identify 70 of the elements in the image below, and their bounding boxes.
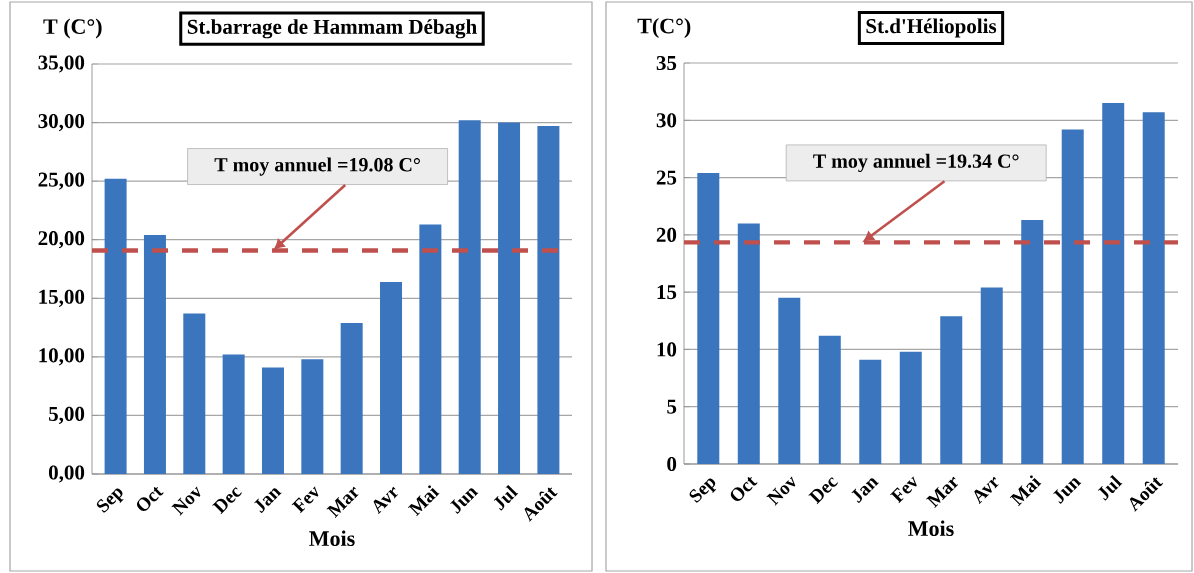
bar <box>778 297 801 464</box>
bar <box>859 359 882 464</box>
bar <box>1142 112 1165 464</box>
x-axis-title: Mois <box>309 530 355 546</box>
bar <box>458 120 481 474</box>
bar <box>537 126 560 474</box>
y-tick-label: 20 <box>656 227 677 242</box>
x-tick-label: Oct <box>730 476 758 501</box>
y-tick-label: 20,00 <box>38 231 85 249</box>
y-tick-label: 35,00 <box>38 55 85 73</box>
bar <box>222 354 245 474</box>
x-tick-label: Avr <box>373 486 398 515</box>
x-tick-label: Nov <box>171 486 201 516</box>
x-tick-label: Jan <box>254 488 282 514</box>
bar <box>380 281 403 474</box>
bar <box>143 235 166 474</box>
ref-line-label: T moy annuel =19.08 C° <box>214 157 420 176</box>
bar <box>697 172 720 464</box>
bar <box>737 223 760 464</box>
bar <box>1061 129 1084 464</box>
y-axis-title: T (C°) <box>43 18 102 39</box>
bar <box>104 178 127 474</box>
y-axis-title: T(C°) <box>637 17 691 38</box>
x-tick-label: Jul <box>1097 474 1123 501</box>
x-tick-label: Jul <box>493 484 519 511</box>
x-tick-label: Avr <box>974 476 999 505</box>
x-tick-label: Fev <box>291 486 319 514</box>
x-tick-label: Sep <box>689 478 717 503</box>
x-tick-label: Sep <box>96 488 124 513</box>
y-tick-label: 5,00 <box>49 406 85 425</box>
ref-line-label: T moy annuel =19.34 C° <box>813 153 1019 172</box>
x-tick-label: Mar <box>326 486 359 518</box>
bar <box>498 122 521 474</box>
bar <box>1102 103 1125 464</box>
x-tick-label: Jun <box>450 488 479 514</box>
x-tick-label: Dec <box>808 477 838 505</box>
y-tick-label: 15 <box>657 285 677 300</box>
y-tick-label: 25,00 <box>38 172 85 190</box>
x-tick-label: Mai <box>1009 475 1042 507</box>
bar <box>818 335 841 464</box>
x-tick-label: Dec <box>212 487 242 515</box>
bar <box>1021 219 1044 464</box>
y-tick-label: 30,00 <box>38 113 85 132</box>
bar <box>261 367 284 474</box>
y-tick-label: 5 <box>667 399 677 414</box>
y-tick-label: 15,00 <box>39 289 85 307</box>
y-tick-label: 0 <box>667 456 677 472</box>
y-tick-label: 0,00 <box>48 465 85 483</box>
bar <box>301 359 324 474</box>
x-tick-label: Nov <box>766 476 796 506</box>
x-tick-label: Mar <box>926 476 959 508</box>
y-tick-label: 30 <box>656 113 677 128</box>
x-tick-label: Fev <box>890 476 917 504</box>
bar <box>980 287 1003 464</box>
x-tick-label: Mai <box>407 485 440 517</box>
x-axis-title: Mois <box>908 520 954 536</box>
x-tick-label: Jan <box>851 478 879 504</box>
x-tick-label: Oct <box>136 486 164 511</box>
bar <box>899 351 922 464</box>
bar <box>340 322 363 474</box>
x-tick-label: Jun <box>1053 478 1082 504</box>
bar <box>940 316 963 464</box>
y-tick-label: 35 <box>656 55 677 71</box>
chart-title: St.d'Héliopolis <box>866 18 997 38</box>
y-tick-label: 10,00 <box>39 348 85 366</box>
chart-title: St.barrage de Hammam Débagh <box>187 19 477 39</box>
y-tick-label: 25 <box>656 170 677 185</box>
bar <box>419 224 442 474</box>
y-tick-label: 10 <box>657 342 677 357</box>
bar <box>183 313 206 474</box>
